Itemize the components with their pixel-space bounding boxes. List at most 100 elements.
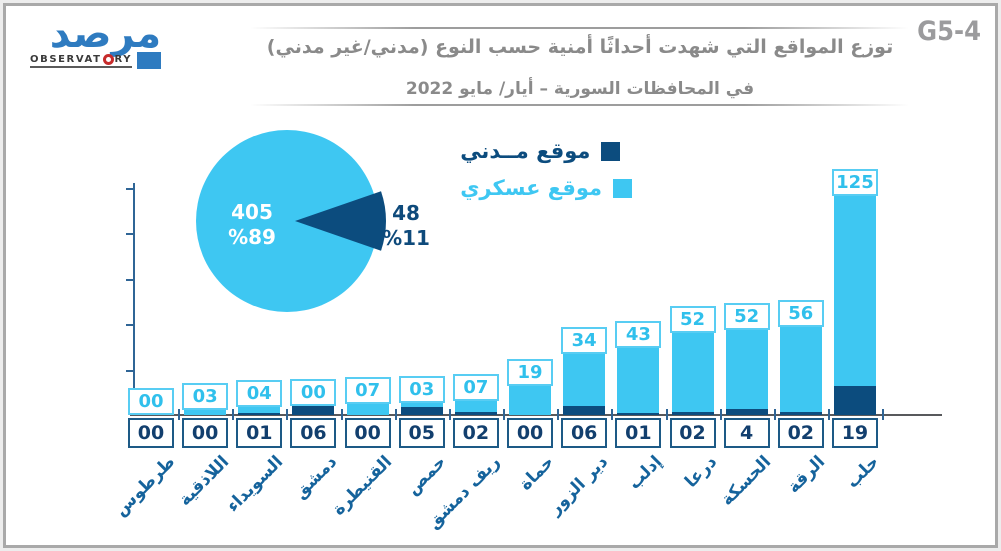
logo-arabic-wordmark: مرصد bbox=[49, 11, 162, 57]
bar-bottom-value-box: 02 bbox=[452, 418, 499, 448]
x-axis bbox=[130, 414, 942, 416]
legend-item-military: موقع عسكري bbox=[460, 176, 632, 200]
card-frame bbox=[3, 3, 998, 548]
bar-top-label-box: 52 bbox=[723, 302, 770, 330]
bar-segment-civilian bbox=[725, 408, 768, 415]
observatory-logo: مرصد OBSERVAT RY bbox=[30, 11, 162, 69]
bar-segment-civilian bbox=[400, 407, 443, 415]
x-axis-tick bbox=[340, 409, 343, 420]
bar-bottom-value-box: 00 bbox=[344, 418, 391, 448]
figure-code-badge: G5-4 bbox=[917, 16, 981, 47]
chart-title-line1: توزع المواقع التي شهدت أحداثًا أمنية حسب… bbox=[266, 36, 894, 58]
bar-segment-military bbox=[400, 402, 443, 408]
pie-slice-military bbox=[196, 130, 378, 312]
bar-top-label-box: 00 bbox=[290, 378, 337, 406]
bar-segment-military bbox=[563, 354, 606, 406]
bar-bottom-value-box: 00 bbox=[128, 418, 174, 448]
bar-segment-military bbox=[454, 401, 497, 412]
logo-red-o-icon bbox=[102, 53, 114, 65]
bar-segment-military bbox=[617, 348, 660, 414]
x-axis-tick bbox=[611, 409, 614, 420]
bar-top-label-box: 00 bbox=[128, 388, 174, 415]
bar-top-label-box: 03 bbox=[182, 383, 229, 411]
x-axis-tick bbox=[178, 409, 181, 420]
bar-bottom-value-box: 02 bbox=[669, 418, 716, 448]
bar-bottom-value-box: 01 bbox=[615, 418, 662, 448]
bar-segment-military bbox=[509, 386, 552, 415]
bar-segment-military bbox=[779, 326, 822, 412]
bar-bottom-value-box: 01 bbox=[236, 418, 283, 448]
x-axis-tick bbox=[394, 409, 397, 420]
chart-title-line2: في المحافظات السورية – أيار/ مايو 2022 bbox=[405, 79, 755, 99]
logo-subline: OBSERVAT RY bbox=[30, 52, 162, 69]
bar-segment-military bbox=[346, 404, 389, 415]
pie-label-civilian: 48 %11 bbox=[368, 201, 444, 251]
bar-top-label-box: 34 bbox=[561, 327, 608, 355]
logo-latin-left: OBSERVAT bbox=[30, 53, 102, 65]
bar-bottom-value-box: 06 bbox=[290, 418, 337, 448]
pie-label-military: 405 %89 bbox=[212, 200, 292, 250]
x-axis-tick bbox=[665, 409, 668, 420]
bar-segment-civilian bbox=[292, 405, 335, 415]
logo-blue-chip-icon bbox=[137, 52, 162, 69]
bar-segment-military bbox=[671, 332, 714, 412]
bar-segment-civilian bbox=[563, 405, 606, 415]
logo-latin-right: RY bbox=[114, 53, 133, 65]
pie-civilian-value: 48 bbox=[392, 201, 420, 225]
bar-top-label-box: 56 bbox=[777, 299, 824, 327]
title-divider-top bbox=[250, 27, 909, 29]
pie-civilian-pct: %11 bbox=[382, 226, 430, 250]
bar-segment-military bbox=[184, 410, 227, 415]
bar-top-label-box: 125 bbox=[831, 169, 878, 197]
x-axis-tick bbox=[503, 409, 506, 420]
pie-military-pct: %89 bbox=[228, 225, 276, 249]
x-axis-tick bbox=[286, 409, 289, 420]
bar-top-label-box: 07 bbox=[344, 377, 391, 405]
y-axis-tick bbox=[126, 324, 134, 326]
pie-chart bbox=[196, 130, 386, 312]
bar-bottom-value-box: 19 bbox=[831, 418, 878, 448]
legend-label-military: موقع عسكري bbox=[460, 176, 602, 200]
pie-military-value: 405 bbox=[231, 200, 273, 224]
bar-segment-civilian bbox=[779, 411, 822, 415]
bar-top-label-box: 03 bbox=[398, 375, 445, 403]
bar-bottom-value-box: 4 bbox=[723, 418, 770, 448]
pie-slice-civilian bbox=[295, 191, 386, 251]
bar-segment-civilian bbox=[454, 411, 497, 415]
bar-bottom-value-box: 06 bbox=[561, 418, 608, 448]
x-axis-tick bbox=[448, 409, 451, 420]
x-axis-tick bbox=[719, 409, 722, 420]
x-axis-tick bbox=[557, 409, 560, 420]
bar-bottom-value-box: 05 bbox=[398, 418, 445, 448]
title-divider-bottom bbox=[250, 104, 909, 106]
y-axis-tick bbox=[126, 233, 134, 235]
bar-segment-military bbox=[833, 196, 876, 387]
bar-bottom-value-box: 02 bbox=[777, 418, 824, 448]
x-axis-tick bbox=[882, 409, 885, 420]
bar-top-label-box: 19 bbox=[507, 359, 554, 387]
bar-segment-civilian bbox=[238, 413, 281, 415]
bar-top-label-box: 52 bbox=[669, 305, 716, 333]
y-axis-tick bbox=[126, 278, 134, 281]
military-swatch-icon bbox=[613, 178, 632, 198]
legend: موقع مــدني موقع عسكري bbox=[460, 139, 632, 200]
bar-segment-civilian bbox=[833, 386, 876, 415]
bar-segment-civilian bbox=[671, 411, 714, 415]
bar-bottom-value-box: 00 bbox=[182, 418, 229, 448]
bar-segment-military bbox=[725, 329, 768, 409]
bar-segment-civilian bbox=[617, 413, 660, 415]
y-axis-tick bbox=[126, 187, 134, 190]
logo-latin-text: OBSERVAT RY bbox=[30, 53, 133, 68]
bar-top-label-box: 07 bbox=[452, 374, 499, 402]
bar-bottom-value-box: 00 bbox=[507, 418, 554, 448]
bar-segment-military bbox=[238, 407, 281, 414]
bar-top-label-box: 04 bbox=[236, 380, 283, 408]
y-axis-tick bbox=[126, 369, 134, 372]
legend-item-civilian: موقع مــدني bbox=[460, 139, 621, 163]
legend-label-civilian: موقع مــدني bbox=[460, 139, 591, 163]
bar-top-label-box: 43 bbox=[615, 321, 662, 349]
x-axis-tick bbox=[773, 409, 776, 420]
civilian-swatch-icon bbox=[601, 141, 621, 161]
x-axis-tick bbox=[827, 409, 830, 420]
